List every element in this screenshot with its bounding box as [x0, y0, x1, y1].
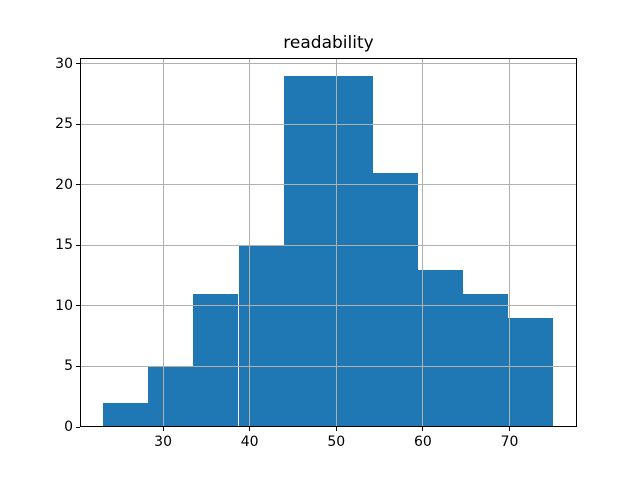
y-tick-label: 15 [55, 237, 73, 254]
histogram-bar [193, 293, 239, 427]
chart-title: readability [283, 33, 374, 53]
y-gridline [80, 244, 577, 246]
y-tick [76, 426, 80, 428]
y-tick-label: 0 [64, 419, 73, 435]
y-tick [76, 184, 80, 186]
grid-layer [80, 58, 577, 427]
y-tick [76, 244, 80, 246]
y-tick-label: 5 [64, 358, 73, 375]
x-tick [422, 427, 424, 431]
histogram-bar [417, 269, 463, 427]
histogram-bar [462, 293, 508, 427]
histogram-bar [327, 75, 373, 427]
x-tick-label: 30 [154, 434, 173, 450]
x-tick [509, 427, 510, 431]
histogram-bar [507, 317, 553, 427]
y-tick [76, 63, 80, 64]
y-tick-label: 20 [55, 176, 73, 193]
histogram-bar [148, 366, 194, 427]
y-gridline [80, 365, 577, 367]
x-tick-label: 70 [500, 434, 519, 450]
histogram-bar [103, 402, 149, 427]
y-tick [76, 123, 80, 125]
x-gridline [422, 58, 424, 427]
x-tick [162, 427, 164, 431]
y-gridline [80, 184, 577, 186]
x-gridline [249, 58, 251, 427]
y-tick-label: 25 [55, 116, 73, 132]
x-tick-label: 40 [240, 434, 259, 450]
x-gridline [509, 58, 510, 427]
y-gridline [80, 63, 577, 64]
x-tick [249, 427, 251, 431]
x-tick-label: 60 [413, 434, 432, 450]
y-gridline [80, 305, 577, 307]
y-gridline [80, 426, 577, 427]
histogram-bar [283, 75, 328, 427]
y-tick-label: 10 [55, 297, 73, 314]
y-tick [76, 305, 80, 307]
x-gridline [162, 58, 164, 427]
y-gridline [80, 123, 577, 125]
plot-area [80, 58, 577, 427]
x-tick-label: 50 [327, 434, 346, 450]
bars-layer [80, 58, 577, 427]
histogram-bar [372, 172, 418, 427]
histogram-bar [238, 245, 284, 427]
x-tick [335, 427, 337, 431]
y-tick [76, 365, 80, 367]
y-tick-label: 30 [55, 55, 73, 72]
x-gridline [335, 58, 337, 427]
